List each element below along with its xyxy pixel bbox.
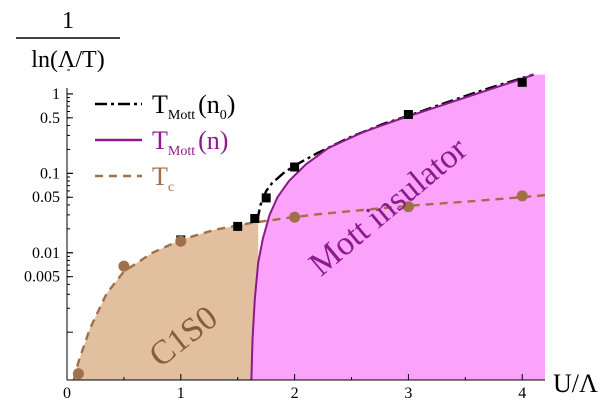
square-marker [517, 77, 527, 87]
circle-marker [72, 368, 84, 380]
x-axis-label: U/Λ [553, 369, 598, 398]
x-label: U/Λ [553, 369, 598, 398]
y-tick-label: 1 [52, 86, 60, 103]
y-axis-label: 1 ln(Λ/T) [16, 8, 120, 73]
y-tick-label: 0.1 [40, 165, 60, 182]
data-markers [72, 77, 528, 380]
circle-marker [516, 190, 528, 202]
circle-marker [402, 201, 414, 213]
y-tick-label: 0.05 [32, 189, 60, 206]
curves [72, 73, 546, 381]
y-label-numerator: 1 [62, 8, 74, 34]
circle-marker [289, 211, 301, 223]
legend-t-mott-n: TMott (n) [95, 126, 228, 159]
square-marker [250, 214, 260, 223]
legend-label: TMott (n0) [152, 90, 235, 123]
legend-label: Tc [152, 162, 174, 195]
legend-t-mott-n0: TMott (n0) [95, 90, 235, 123]
curve-t-mott-n [250, 73, 534, 381]
x-tick-label: 0 [63, 385, 71, 402]
axes: 0 1 2 3 4 1 0.5 0.1 0.05 0.01 0.005 [24, 69, 545, 402]
x-tick-label: 3 [404, 385, 412, 402]
legend-label: TMott (n) [152, 126, 228, 159]
y-tick-label: 0.01 [32, 245, 60, 262]
x-tick-label: 1 [177, 385, 185, 402]
square-marker [261, 193, 271, 203]
y-label-denominator: ln(Λ/T) [31, 47, 104, 73]
curve-tc [72, 194, 546, 381]
legend: TMott (n0)TMott (n)Tc [95, 90, 235, 195]
x-tick-label: 2 [291, 385, 299, 402]
region-c1s0 [73, 221, 259, 380]
circle-marker [175, 235, 187, 247]
x-tick-label: 4 [518, 385, 526, 402]
y-tick-label: 0.5 [40, 110, 60, 127]
square-marker [233, 221, 243, 231]
circle-marker [118, 260, 130, 272]
y-tick-label: 0.005 [24, 269, 60, 286]
legend-tc: Tc [95, 162, 174, 195]
square-marker [290, 162, 300, 172]
phase-regions [73, 74, 545, 380]
square-marker [403, 110, 413, 119]
